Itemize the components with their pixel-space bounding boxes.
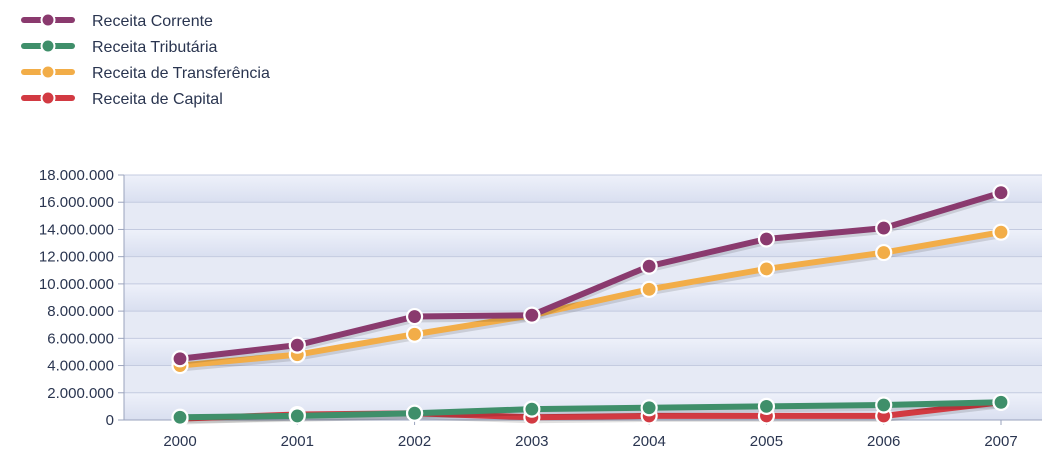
data-point-receita-tributaria <box>405 404 424 422</box>
legend-item-receita-de-capital: Receita de Capital <box>21 90 223 108</box>
legend-label: Receita Corrente <box>92 13 213 30</box>
data-point-receita-de-transferencia <box>405 325 424 343</box>
data-point-receita-tributaria <box>992 393 1010 411</box>
data-point-receita-tributaria <box>875 396 893 414</box>
series-lines <box>176 189 1005 425</box>
data-point-receita-corrente <box>992 184 1010 202</box>
y-axis: 0 2.000.000 4.000.000 6.000.000 8.000.000 10.… <box>39 167 124 429</box>
legend-label: Receita Tributária <box>92 39 217 56</box>
grid-band <box>124 365 1042 393</box>
legend-swatch-marker <box>40 64 56 80</box>
legend-label: Receita de Transferência <box>92 65 270 82</box>
legend-item-receita-corrente: Receita Corrente <box>21 12 213 30</box>
x-tick-label: 2001 <box>281 433 314 449</box>
series-points <box>171 184 1010 428</box>
legend-swatch-marker <box>40 90 56 106</box>
series-line-receita-de-transferencia <box>177 229 1004 369</box>
legend-item-receita-de-transferencia: Receita de Transferência <box>21 64 270 82</box>
data-point-receita-corrente <box>171 350 189 368</box>
y-tick-label: 6.000.000 <box>47 330 114 347</box>
y-tick-label: 12.000.000 <box>39 249 114 266</box>
x-tick-label: 2005 <box>750 433 783 449</box>
data-point-receita-corrente <box>405 307 424 326</box>
legend: Receita Corrente Receita Tributária Receit… <box>21 12 270 108</box>
x-tick-label: 2007 <box>984 433 1017 449</box>
y-tick-label: 8.000.000 <box>47 303 114 320</box>
data-point-receita-corrente <box>757 230 776 248</box>
data-point-receita-tributaria <box>288 407 306 425</box>
x-tick-label: 2002 <box>398 433 431 449</box>
x-tick-label: 2006 <box>867 433 900 449</box>
data-point-receita-corrente <box>640 257 658 275</box>
series-line-receita-tributaria <box>177 399 1004 421</box>
data-point-receita-de-transferencia <box>875 243 893 262</box>
y-tick-label: 10.000.000 <box>39 276 114 293</box>
data-point-receita-corrente <box>288 336 306 354</box>
data-point-receita-tributaria <box>640 399 658 417</box>
data-point-receita-corrente <box>875 219 893 237</box>
data-point-receita-tributaria <box>171 408 189 426</box>
y-tick-label: 18.000.000 <box>39 167 114 184</box>
y-tick-label: 14.000.000 <box>39 221 114 238</box>
legend-swatch-marker <box>40 38 56 54</box>
data-point-receita-de-transferencia <box>992 223 1010 241</box>
data-point-receita-de-transferencia <box>757 260 776 278</box>
grid-band <box>124 175 1042 203</box>
grid-band <box>124 338 1042 366</box>
series-line-receita-corrente <box>177 189 1004 362</box>
legend-item-receita-tributaria: Receita Tributária <box>21 38 217 56</box>
x-tick-label: 2003 <box>515 433 548 449</box>
grid-band <box>124 256 1042 284</box>
x-tick-label: 2000 <box>163 433 196 449</box>
grid-band <box>124 311 1042 339</box>
y-tick-label: 16.000.000 <box>39 194 114 211</box>
x-tick-label: 2004 <box>632 433 665 449</box>
data-point-receita-tributaria <box>757 397 776 415</box>
data-point-receita-de-transferencia <box>640 280 658 298</box>
y-tick-label: 0 <box>106 412 114 429</box>
data-point-receita-tributaria <box>523 400 541 418</box>
legend-label: Receita de Capital <box>92 91 223 108</box>
y-tick-label: 2.000.000 <box>47 385 114 402</box>
plot-background <box>123 174 1042 421</box>
y-tick-label: 4.000.000 <box>47 358 114 375</box>
legend-swatch-marker <box>40 12 56 28</box>
x-axis: 2000 2001 2002 2003 2004 2005 2006 2007 <box>163 420 1018 449</box>
data-point-receita-corrente <box>523 306 541 324</box>
